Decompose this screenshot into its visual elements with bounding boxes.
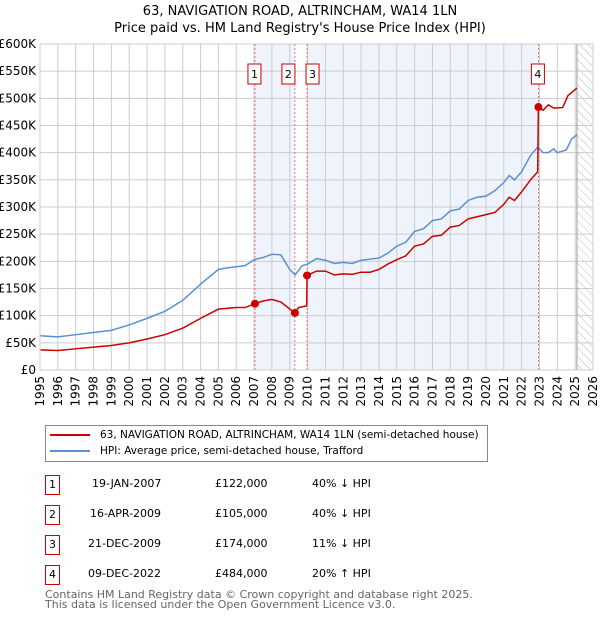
sale-row: 1 19-JAN-2007 £122,000 40% ↓ HPI xyxy=(45,475,445,495)
sale-point xyxy=(290,308,299,317)
x-tick-label: 2007 xyxy=(247,376,261,407)
sale-date: 21-DEC-2009 xyxy=(88,537,162,550)
x-tick-label: 2018 xyxy=(443,376,457,407)
x-tick-label: 2011 xyxy=(318,376,332,407)
x-tick-label: 2016 xyxy=(408,376,422,407)
y-tick-label: £350K xyxy=(0,173,37,187)
sale-label-box xyxy=(530,63,545,85)
x-tick-label: 2001 xyxy=(140,376,154,407)
y-tick-label: £0 xyxy=(21,363,36,377)
x-tick-label: 2023 xyxy=(532,376,546,407)
sale-row: 3 21-DEC-2009 £174,000 11% ↓ HPI xyxy=(45,535,445,555)
sale-number: 1 xyxy=(45,475,60,495)
x-tick-label: 2012 xyxy=(336,376,350,407)
sale-label: 1 xyxy=(251,68,258,81)
sale-hpi-diff: 20% ↑ HPI xyxy=(312,567,371,580)
y-tick-label: £50K xyxy=(5,336,37,350)
sale-number: 3 xyxy=(45,535,60,555)
x-tick-label: 1997 xyxy=(69,376,83,407)
y-tick-label: £400K xyxy=(0,146,37,160)
sale-row: 2 16-APR-2009 £105,000 40% ↓ HPI xyxy=(45,505,445,525)
x-tick-label: 2013 xyxy=(354,376,368,407)
legend-swatch-hpi xyxy=(50,450,90,452)
sale-label-box xyxy=(247,63,262,85)
x-tick-label: 2022 xyxy=(515,376,529,407)
y-tick-label: £250K xyxy=(0,227,37,241)
sale-date: 19-JAN-2007 xyxy=(92,477,162,490)
y-tick-label: £450K xyxy=(0,119,37,133)
sale-point xyxy=(250,299,259,308)
sale-number: 2 xyxy=(45,505,60,525)
sale-hpi-diff: 40% ↓ HPI xyxy=(312,477,371,490)
x-tick-label: 2005 xyxy=(211,376,225,407)
y-tick-label: £100K xyxy=(0,309,37,323)
x-tick-label: 2002 xyxy=(158,376,172,407)
x-tick-label: 2021 xyxy=(497,376,511,407)
sale-point xyxy=(534,103,543,112)
x-tick-label: 2026 xyxy=(586,376,600,407)
y-tick-label: £500K xyxy=(0,91,37,105)
y-tick-label: £300K xyxy=(0,200,37,214)
x-tick-label: 2006 xyxy=(229,376,243,407)
hpi-line xyxy=(39,134,578,338)
sale-hpi-diff: 11% ↓ HPI xyxy=(312,537,371,550)
sale-price: £122,000 xyxy=(215,477,268,490)
sale-label-box xyxy=(281,63,296,85)
sale-point xyxy=(303,271,312,280)
sale-label: 4 xyxy=(534,68,541,81)
x-tick-label: 2014 xyxy=(372,376,386,407)
legend: 63, NAVIGATION ROAD, ALTRINCHAM, WA14 1L… xyxy=(45,425,488,462)
footer-line-1: Contains HM Land Registry data © Crown c… xyxy=(45,588,473,601)
sale-date: 09-DEC-2022 xyxy=(88,567,162,580)
sale-label-box xyxy=(305,63,320,85)
chart-title: 63, NAVIGATION ROAD, ALTRINCHAM, WA14 1L… xyxy=(142,4,458,19)
legend-label-hpi: HPI: Average price, semi-detached house,… xyxy=(100,445,364,457)
sale-number: 4 xyxy=(45,565,60,585)
y-tick-label: £550K xyxy=(0,64,37,78)
x-tick-label: 1995 xyxy=(33,376,47,407)
sale-date: 16-APR-2009 xyxy=(90,507,162,520)
y-tick-label: £600K xyxy=(0,37,37,51)
x-tick-label: 1996 xyxy=(51,376,65,407)
sale-price: £484,000 xyxy=(215,567,268,580)
x-tick-label: 2024 xyxy=(550,376,564,407)
x-tick-label: 2015 xyxy=(390,376,404,407)
sale-row: 4 09-DEC-2022 £484,000 20% ↑ HPI xyxy=(45,565,445,585)
legend-label-property: 63, NAVIGATION ROAD, ALTRINCHAM, WA14 1L… xyxy=(100,429,479,441)
sale-price: £174,000 xyxy=(215,537,268,550)
x-tick-label: 2017 xyxy=(425,376,439,407)
sale-label: 3 xyxy=(309,68,316,81)
x-tick-label: 2004 xyxy=(194,376,208,407)
y-tick-label: £150K xyxy=(0,282,37,296)
x-tick-label: 2009 xyxy=(283,376,297,407)
sale-label: 2 xyxy=(285,68,292,81)
x-tick-label: 2025 xyxy=(568,376,582,407)
x-tick-label: 2000 xyxy=(122,376,136,407)
chart-subtitle: Price paid vs. HM Land Registry's House … xyxy=(114,21,486,36)
x-tick-label: 2010 xyxy=(301,376,315,407)
x-tick-label: 1999 xyxy=(104,376,118,407)
sale-hpi-diff: 40% ↓ HPI xyxy=(312,507,371,520)
property-price-line xyxy=(39,87,578,352)
y-tick-label: £200K xyxy=(0,254,37,268)
x-tick-label: 1998 xyxy=(87,376,101,407)
x-tick-label: 2019 xyxy=(461,376,475,407)
x-tick-label: 2020 xyxy=(479,376,493,407)
footer-line-2: This data is licensed under the Open Gov… xyxy=(45,598,396,611)
x-tick-label: 2008 xyxy=(265,376,279,407)
legend-swatch-property xyxy=(50,434,90,436)
sale-price: £105,000 xyxy=(215,507,268,520)
x-tick-label: 2003 xyxy=(176,376,190,407)
plot-area: 1995 1996 1997 1998 1999 2000 2001 2002 2003 2004… xyxy=(0,37,600,407)
